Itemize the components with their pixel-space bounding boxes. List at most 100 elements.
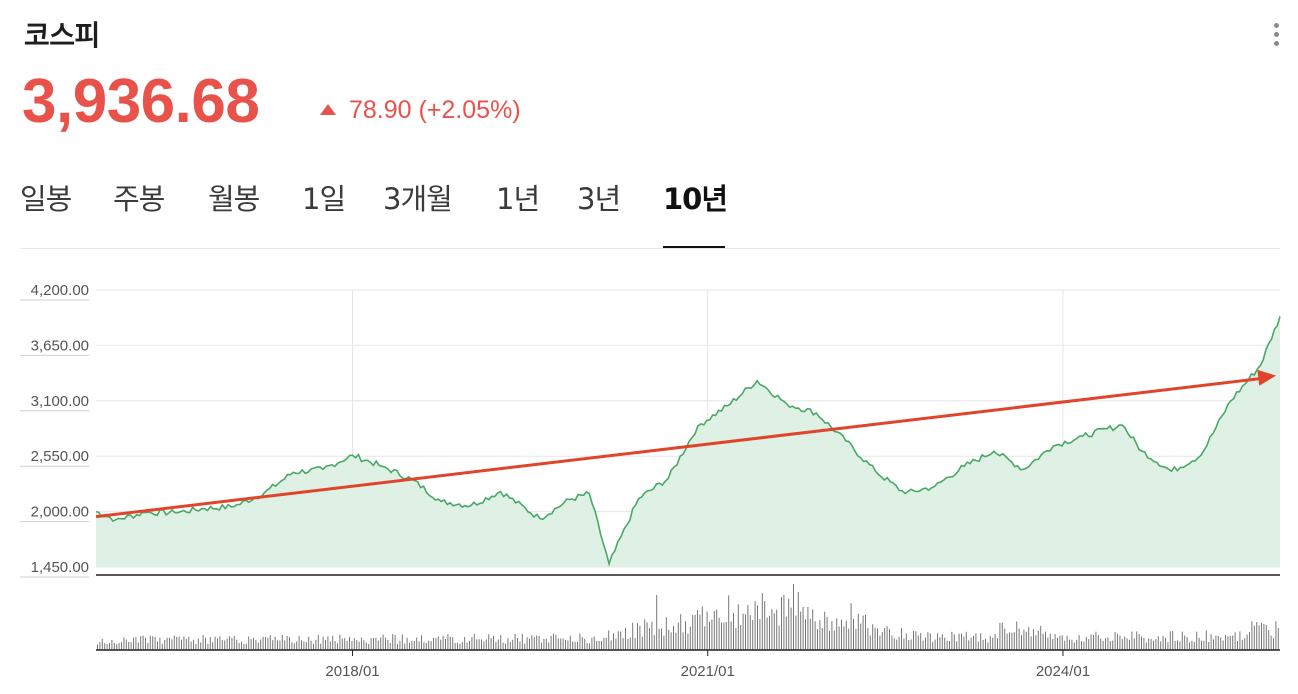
volume-bar [658, 628, 660, 650]
volume-bar [1105, 638, 1106, 650]
volume-bar [1030, 636, 1032, 650]
volume-bar [1232, 635, 1234, 650]
volume-bar [1076, 639, 1078, 650]
volume-bar [375, 637, 377, 650]
volume-bar [807, 607, 809, 650]
volume-bar [824, 611, 826, 650]
volume-bar [1064, 640, 1066, 650]
volume-bar [692, 615, 694, 650]
volume-bar [197, 638, 199, 650]
volume-bar [358, 641, 360, 650]
volume-bar [284, 640, 286, 650]
volume-bar [889, 629, 890, 650]
tab-monthly[interactable]: 월봉 [208, 182, 260, 216]
volume-bar [677, 622, 679, 650]
volume-bar [1045, 631, 1046, 650]
volume-bar [673, 626, 674, 650]
volume-bar [934, 639, 936, 650]
volume-bar [397, 643, 398, 650]
volume-bar [759, 619, 761, 650]
volume-bar [941, 634, 943, 650]
volume-bar [1270, 635, 1272, 650]
volume-bar [147, 642, 149, 650]
volume-bar [656, 594, 658, 650]
volume-bar [202, 635, 204, 650]
tab-3-months[interactable]: 3개월 [383, 182, 453, 216]
volume-bar [1016, 621, 1018, 650]
volume-bar [389, 643, 391, 650]
volume-bar [1097, 635, 1099, 650]
volume-bar [1093, 635, 1094, 650]
volume-bar [1109, 641, 1111, 650]
tab-daily[interactable]: 일봉 [20, 182, 72, 216]
volume-bar [161, 643, 163, 650]
volume-bar [1037, 630, 1039, 650]
tab-10-years[interactable]: 10년 [663, 182, 728, 216]
volume-bar [985, 638, 986, 650]
volume-bar [1225, 634, 1226, 650]
volume-bar [790, 607, 792, 650]
volume-bar [704, 626, 706, 650]
tab-weekly[interactable]: 주봉 [113, 182, 165, 216]
volume-bar [111, 640, 113, 650]
volume-bar [1217, 635, 1219, 650]
volume-bar [1021, 635, 1022, 650]
volume-bar [1191, 640, 1193, 650]
volume-bar [1213, 639, 1214, 650]
volume-bar [1244, 638, 1246, 650]
volume-bar [471, 637, 473, 650]
volume-bar [181, 639, 182, 650]
tab-1-year[interactable]: 1년 [496, 182, 540, 216]
volume-bar [1073, 642, 1075, 650]
volume-bar [99, 642, 101, 650]
volume-bar [1234, 632, 1236, 650]
tab-1-day[interactable]: 1일 [302, 182, 346, 216]
volume-bar [925, 637, 926, 650]
tab-3-years[interactable]: 3년 [577, 182, 621, 216]
volume-bar [944, 637, 946, 650]
volume-bar [281, 635, 283, 650]
volume-bar [459, 643, 461, 650]
volume-bar [841, 619, 842, 650]
volume-bar [802, 606, 804, 650]
volume-bar [1165, 637, 1166, 650]
volume-bar [874, 627, 876, 650]
y-tick-label: 3,100.00 [31, 393, 89, 410]
volume-bar [1169, 631, 1171, 650]
volume-bar [826, 616, 828, 650]
volume-bar [637, 623, 638, 650]
trend-arrow-head [1257, 369, 1277, 386]
volume-bar [1028, 627, 1030, 650]
period-tabs: 일봉 주봉 월봉 1일 3개월 1년 3년 10년 [0, 176, 1298, 250]
volume-bar [166, 637, 168, 650]
volume-bar [725, 622, 727, 650]
volume-bar [301, 640, 302, 650]
volume-bar [1006, 633, 1008, 650]
more-menu-icon[interactable] [1266, 20, 1286, 50]
volume-bar [1004, 628, 1006, 650]
volume-bar [365, 642, 367, 650]
volume-bar [286, 635, 288, 650]
volume-bar [437, 636, 439, 650]
volume-bar [1107, 637, 1109, 650]
volume-bar [694, 614, 696, 650]
volume-bar [495, 641, 497, 650]
volume-bar [476, 639, 478, 650]
volume-bar [334, 641, 336, 650]
trend-arrow-line [95, 377, 1261, 519]
volume-bar [135, 637, 137, 650]
volume-bar [380, 637, 382, 650]
volume-bar [603, 637, 605, 650]
volume-bar [1018, 628, 1020, 650]
volume-bar [1054, 634, 1056, 650]
volume-bar [401, 634, 403, 650]
active-tab-indicator [663, 246, 725, 249]
volume-bar [581, 637, 583, 650]
volume-bar [1201, 640, 1202, 650]
volume-bar [917, 635, 919, 650]
x-tick-label: 2018/01 [325, 663, 379, 680]
volume-bar [363, 640, 365, 650]
volume-bar [1025, 631, 1027, 650]
volume-bar [689, 626, 691, 650]
